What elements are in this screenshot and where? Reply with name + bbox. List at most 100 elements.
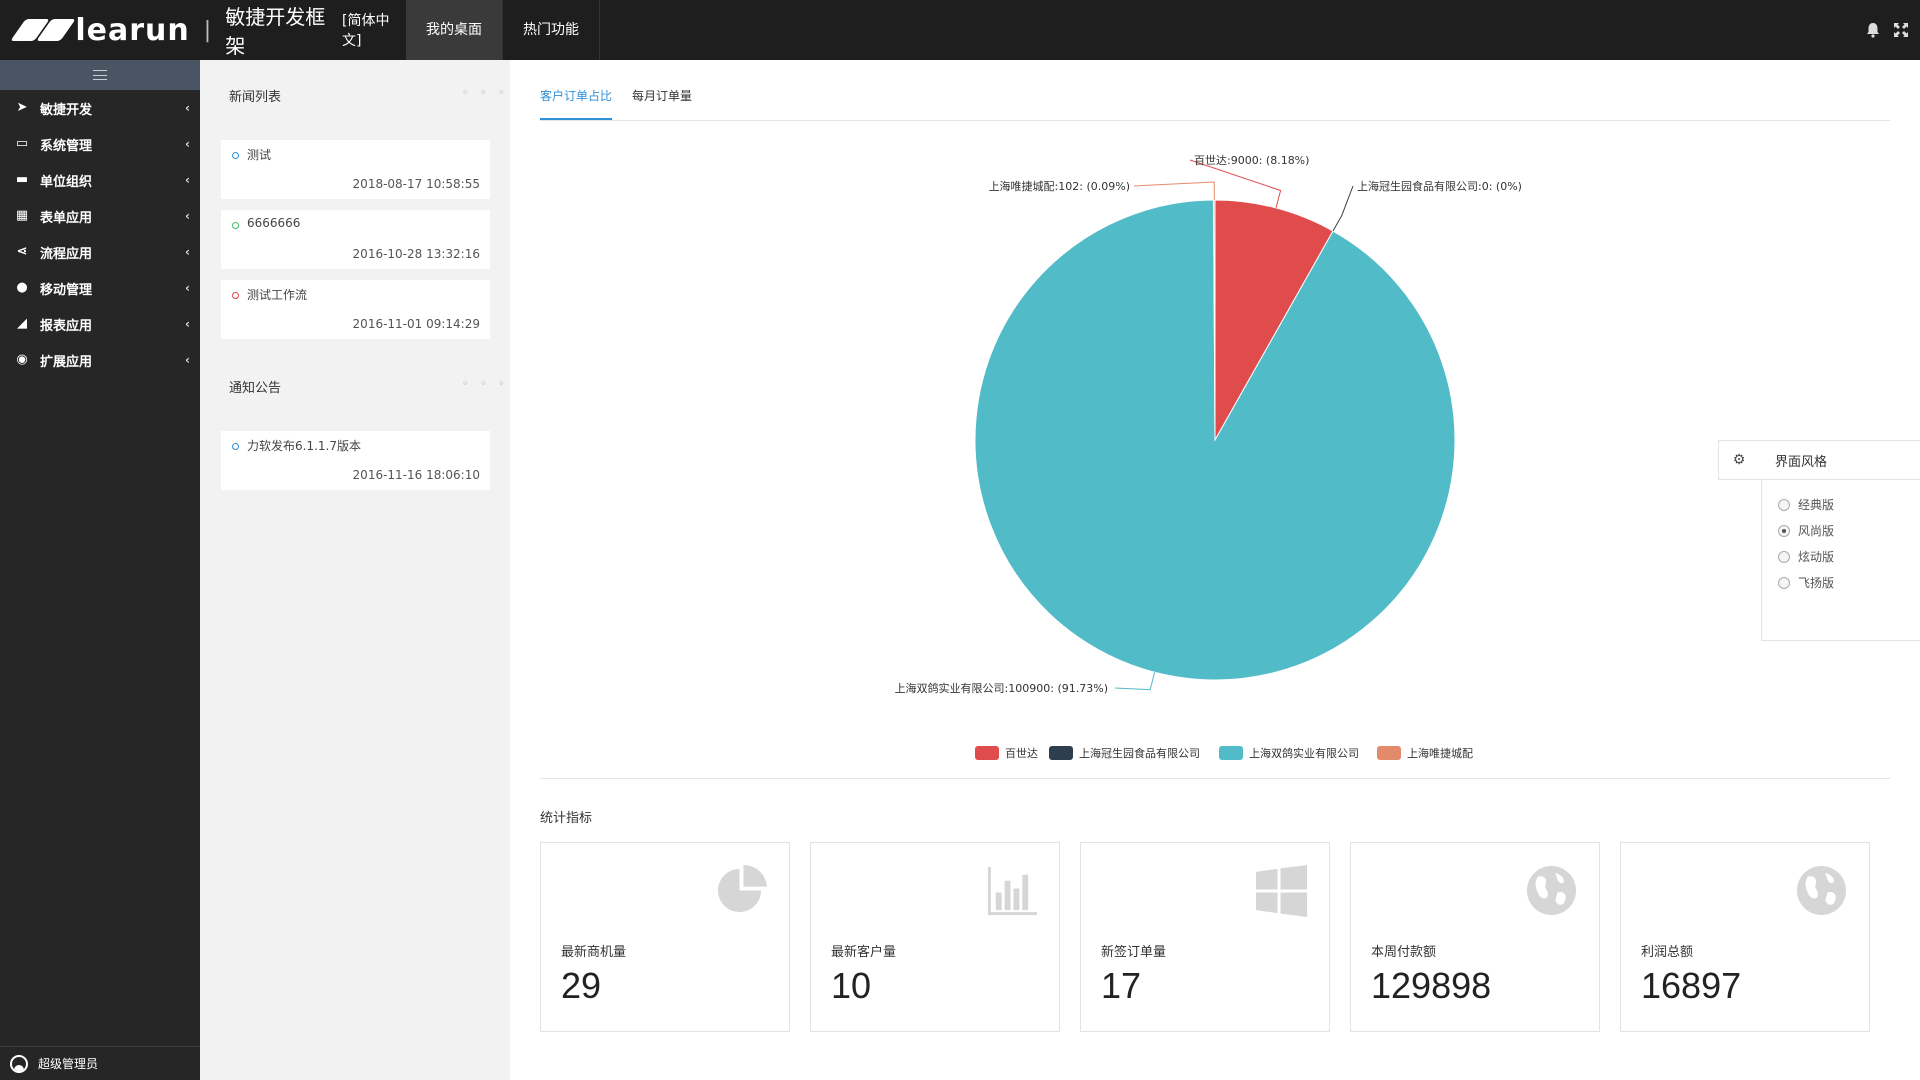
sidebar-item-label: 报表应用 [40,318,93,334]
bell-icon[interactable] [1864,21,1882,39]
table-icon: ▦ [15,208,29,223]
stat-value: 16897 [1641,965,1742,1006]
radio-button[interactable] [1778,550,1790,563]
chevron-left-icon: ‹ [185,281,190,295]
globe-icon [1796,865,1847,916]
top-icons [1864,0,1910,60]
chevron-left-icon: ‹ [185,245,190,259]
tab-my-desktop[interactable]: 我的桌面 [406,0,503,60]
sidebar-item-organization[interactable]: ▬ 单位组织 ‹ [0,162,200,198]
user-menu[interactable]: 超级管理员 [0,1046,200,1080]
windows-icon [1255,864,1308,918]
theme-option-soar[interactable]: 飞扬版 [1778,574,1834,591]
sidebar-item-label: 系统管理 [40,138,93,154]
sidebar-item-reports[interactable]: ◢ 报表应用 ‹ [0,306,200,342]
chevron-left-icon: ‹ [185,209,190,223]
pie-data-label: 上海双鸽实业有限公司:100900: (91.73%) [895,681,1108,695]
language-switch[interactable]: [简体中文] [341,13,390,49]
legend-swatch [1049,746,1073,760]
sidebar-item-forms[interactable]: ▦ 表单应用 ‹ [0,198,200,234]
stats-title: 统计指标 [540,811,593,826]
radio-button[interactable] [1778,576,1790,589]
brand-separator: | [203,17,212,43]
chart-tabs: 客户订单占比 每月订单量 [540,60,1890,121]
stat-card-opportunities[interactable]: 最新商机量 29 [540,842,790,1032]
legend-swatch [1377,746,1401,760]
news-item[interactable]: 6666666 2016-10-28 13:32:16 [221,210,490,269]
logo-mark-icon [10,15,76,45]
news-item-time: 2016-11-01 09:14:29 [352,317,480,331]
sidebar-item-label: 表单应用 [40,210,93,226]
news-item[interactable]: 测试 2018-08-17 10:58:55 [221,140,490,199]
section-divider [540,778,1890,779]
notices-more-button[interactable]: ◦ ◦ ◦ [462,377,509,390]
legend-swatch [975,746,999,760]
news-more-button[interactable]: ◦ ◦ ◦ [462,86,509,99]
stat-card-customers[interactable]: 最新客户量 10 [810,842,1060,1032]
tab-monthly-orders[interactable]: 每月订单量 [632,89,693,103]
sidebar-item-system[interactable]: ▭ 系统管理 ‹ [0,126,200,162]
theme-option-label: 经典版 [1798,498,1835,512]
sidebar-item-extensions[interactable]: ◉ 扩展应用 ‹ [0,342,200,378]
bullet-icon [232,222,239,229]
sidebar-item-mobile[interactable]: ● 移动管理 ‹ [0,270,200,306]
tab-hot-features[interactable]: 热门功能 [503,0,600,60]
stat-value: 17 [1101,965,1142,1006]
stat-card-total-profit[interactable]: 利润总额 16897 [1620,842,1870,1032]
pie-slice[interactable] [1214,199,1334,442]
stat-label: 最新商机量 [561,945,627,960]
legend-item[interactable]: 上海双鸽实业有限公司 [1219,746,1359,760]
chevron-left-icon: ‹ [185,137,190,151]
news-item-title: 测试 [247,148,272,162]
theme-panel-title: 界面风格 [1775,454,1828,470]
notice-item[interactable]: 力软发布6.1.1.7版本 2016-11-16 18:06:10 [221,431,490,490]
gear-icon[interactable]: ⚙ [1732,452,1746,468]
notice-item-time: 2016-11-16 18:06:10 [352,468,480,482]
news-item-time: 2018-08-17 10:58:55 [352,177,480,191]
pie-label-leader-line [1189,159,1282,209]
sidebar-item-workflow[interactable]: ⋖ 流程应用 ‹ [0,234,200,270]
legend-item[interactable]: 上海唯捷城配 [1377,746,1473,760]
chevron-left-icon: ‹ [185,353,190,367]
legend-swatch [1219,746,1243,760]
sidebar-item-label: 敏捷开发 [40,102,93,118]
top-bar: learun | 敏捷开发框架 [简体中文] 我的桌面 热门功能 [0,0,1920,60]
area-chart-icon: ◢ [17,316,27,331]
bullet-icon [232,443,239,450]
pie-label-leader-line [1332,185,1354,232]
legend-item[interactable]: 上海冠生园食品有限公司 [1049,746,1200,760]
globe-icon: ◉ [16,352,28,367]
stat-card-weekly-payment[interactable]: 本周付款额 129898 [1350,842,1600,1032]
tab-customer-order-share[interactable]: 客户订单占比 [540,87,613,120]
chevron-left-icon: ‹ [185,101,190,115]
menu-icon [93,70,107,80]
top-nav: 我的桌面 热门功能 [406,0,600,60]
stat-label: 最新客户量 [831,945,897,960]
theme-panel-header[interactable]: ⚙ 界面风格 [1718,440,1920,480]
theme-option-label: 飞扬版 [1798,576,1835,590]
theme-panel: ⚙ 界面风格 经典版 风尚版 炫动版 飞扬版 [1718,440,1920,641]
legend-item[interactable]: 百世达 [975,746,1038,760]
radio-button[interactable] [1778,524,1790,537]
avatar [10,1054,28,1073]
theme-option-classic[interactable]: 经典版 [1778,496,1834,513]
radio-button[interactable] [1778,498,1790,511]
chevron-left-icon: ‹ [185,317,190,331]
theme-option-label: 炫动版 [1798,550,1835,564]
bullet-icon [232,292,239,299]
news-item[interactable]: 测试工作流 2016-11-01 09:14:29 [221,280,490,339]
share-icon: ⋖ [16,244,28,259]
fullscreen-icon[interactable] [1892,21,1910,39]
brand-subtitle: 敏捷开发框架 [225,5,326,58]
legend-label: 百世达 [1005,747,1038,760]
notice-item-title: 力软发布6.1.1.7版本 [247,439,361,453]
sidebar: ➤ 敏捷开发 ‹ ▭ 系统管理 ‹ ▬ 单位组织 ‹ ▦ 表单应用 ‹ ⋖ 流程… [0,60,200,1080]
stat-card-orders[interactable]: 新签订单量 17 [1080,842,1330,1032]
android-icon: ● [16,280,28,295]
theme-option-fashion[interactable]: 风尚版 [1778,522,1834,539]
sidebar-toggle[interactable] [0,60,200,90]
pie-data-label: 上海冠生园食品有限公司:0: (0%) [1357,179,1522,193]
logo[interactable]: learun | 敏捷开发框架 [简体中文] [0,0,406,60]
theme-option-dynamic[interactable]: 炫动版 [1778,548,1834,565]
sidebar-item-agile[interactable]: ➤ 敏捷开发 ‹ [0,90,200,126]
